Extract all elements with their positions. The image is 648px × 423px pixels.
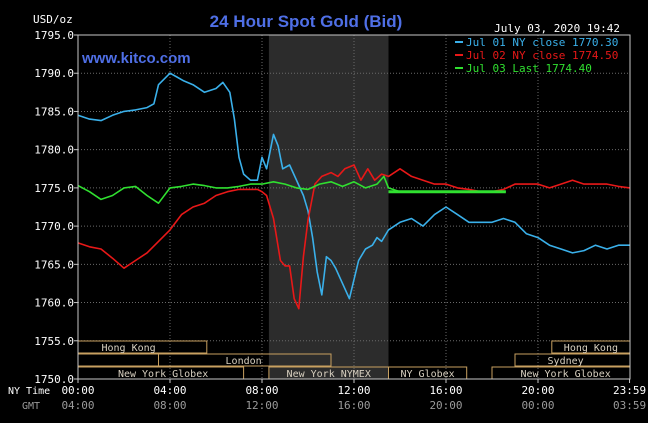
y-tick-label: 1755.0 [34, 335, 74, 348]
legend-entry: Jul 03 Last 1774.40 [466, 62, 592, 75]
series-line [77, 175, 506, 204]
legend-entry: Jul 01 NY close 1770.30 [466, 36, 618, 49]
session-label: Hong Kong [564, 343, 618, 354]
x-tick-label-gmt: 16:00 [337, 399, 370, 412]
ny-time-row-label: NY Time [8, 386, 50, 397]
x-tick-label-gmt: 00:00 [521, 399, 554, 412]
y-tick-label: 1750.0 [34, 373, 74, 386]
x-tick-label-ny: 16:00 [429, 384, 462, 397]
x-tick-label-ny: 23:59 [613, 384, 646, 397]
y-tick-label: 1770.0 [34, 220, 74, 233]
session-label: New York NYMEX [287, 369, 371, 380]
x-tick-label-ny: 00:00 [61, 384, 94, 397]
x-tick-label-gmt: 03:59 [613, 399, 646, 412]
x-tick-label-gmt: 08:00 [153, 399, 186, 412]
session-label: New York Globex [520, 369, 610, 380]
session-label: NY Globex [401, 369, 455, 380]
session-label: London [226, 356, 262, 367]
y-axis: 1795.0 1790.0 1785.0 1780.0 1775.0 1770.0 1765… [34, 29, 78, 386]
x-tick-label-gmt: 12:00 [245, 399, 278, 412]
y-tick-label: 1785.0 [34, 105, 74, 118]
chart-timestamp: July 03, 2020 19:42 [494, 22, 620, 35]
x-tick-label-gmt: 20:00 [429, 399, 462, 412]
x-tick-label-gmt: 04:00 [61, 399, 94, 412]
y-tick-label: 1780.0 [34, 144, 74, 157]
session-label: Sydney [548, 356, 584, 367]
grid-lines [78, 35, 630, 379]
series-line [77, 164, 631, 310]
brand-link[interactable]: www.kitco.com [81, 50, 191, 67]
price-series [77, 72, 631, 310]
nymex-session-shading [268, 35, 389, 379]
session-label: Hong Kong [102, 343, 156, 354]
y-tick-label: 1790.0 [34, 67, 74, 80]
x-tick-label-ny: 20:00 [521, 384, 554, 397]
x-tick-label-ny: 12:00 [337, 384, 370, 397]
chart-title: 24 Hour Spot Gold (Bid) [210, 12, 403, 31]
y-axis-unit-label: USD/oz [33, 13, 73, 26]
series-line [77, 72, 630, 300]
y-tick-label: 1765.0 [34, 258, 74, 271]
x-axis: 00:00 04:00 04:00 08:00 08:00 12:00 12:00 16:00… [8, 379, 646, 412]
legend-entry: Jul 02 NY close 1774.50 [466, 49, 618, 62]
y-tick-label: 1760.0 [34, 297, 74, 310]
x-tick-label-ny: 04:00 [153, 384, 186, 397]
gmt-row-label: GMT [22, 401, 40, 412]
x-tick-label-ny: 08:00 [245, 384, 278, 397]
session-label: New York Globex [118, 369, 208, 380]
y-tick-label: 1795.0 [34, 29, 74, 42]
y-tick-label: 1775.0 [34, 182, 74, 195]
